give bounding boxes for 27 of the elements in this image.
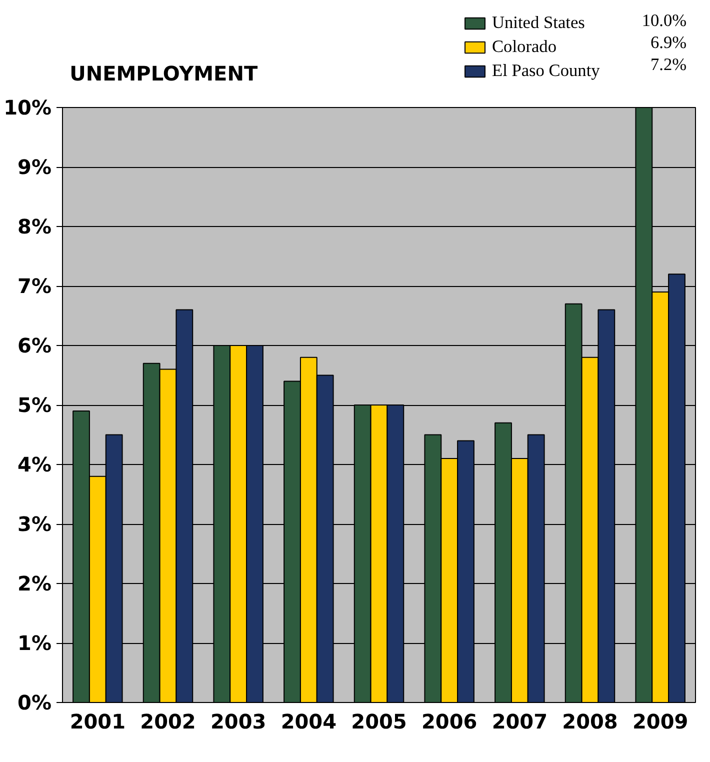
x-tick-label: 2008	[562, 710, 618, 734]
text: 7.2%	[650, 55, 687, 74]
x-tick-label: 2007	[492, 710, 548, 734]
x-tick-label: 2002	[140, 710, 196, 734]
x-tick-label: 2003	[210, 710, 266, 734]
y-tick-label: 0%	[18, 690, 52, 714]
x-tick-label: 2001	[70, 710, 126, 734]
chart-title: UNEMPLOYMENT	[70, 62, 258, 86]
y-tick-label: 7%	[18, 274, 52, 298]
y-tick-label: 6%	[18, 334, 52, 358]
text: 6.9%	[650, 33, 687, 52]
y-tick-label: 5%	[18, 393, 52, 417]
x-tick-label: 2009	[632, 710, 688, 734]
y-tick-label: 1%	[18, 631, 52, 655]
x-tick-label: 2004	[280, 710, 337, 734]
text: 10.0%	[642, 11, 687, 30]
y-tick-label: 4%	[18, 452, 52, 476]
legend-label: United States	[492, 13, 586, 33]
y-tick-label: 10%	[4, 96, 52, 120]
y-tick-label: 8%	[18, 214, 52, 238]
y-tick-label: 3%	[18, 512, 52, 536]
x-tick-label: 2005	[351, 710, 407, 734]
legend-label: Colorado	[492, 37, 558, 57]
x-tick-label: 2006	[422, 710, 478, 734]
y-tick-label: 9%	[18, 155, 52, 179]
y-tick-label: 2%	[18, 572, 52, 596]
legend-label: El Paso County	[492, 61, 601, 81]
